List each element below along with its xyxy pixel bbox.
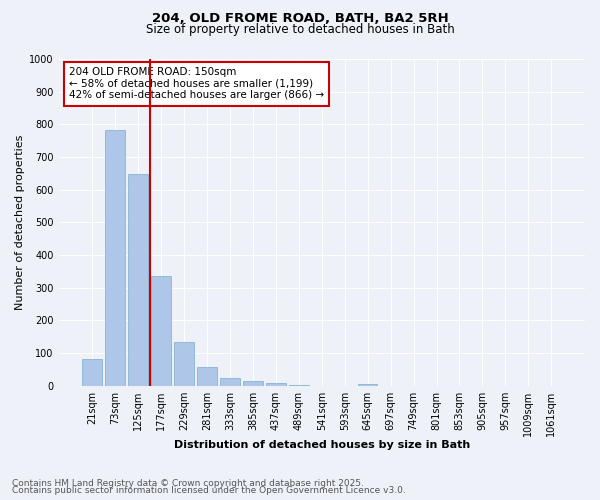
Bar	[82, 359, 102, 386]
Bar	[243, 381, 263, 386]
Bar	[106, 130, 125, 386]
Text: 204, OLD FROME ROAD, BATH, BA2 5RH: 204, OLD FROME ROAD, BATH, BA2 5RH	[152, 12, 448, 26]
Text: Contains public sector information licensed under the Open Government Licence v3: Contains public sector information licen…	[12, 486, 406, 495]
Bar	[266, 383, 286, 386]
Text: 204 OLD FROME ROAD: 150sqm
← 58% of detached houses are smaller (1,199)
42% of s: 204 OLD FROME ROAD: 150sqm ← 58% of deta…	[69, 67, 324, 100]
X-axis label: Distribution of detached houses by size in Bath: Distribution of detached houses by size …	[173, 440, 470, 450]
Bar	[220, 378, 239, 386]
Bar	[174, 342, 194, 386]
Bar	[197, 367, 217, 386]
Text: Size of property relative to detached houses in Bath: Size of property relative to detached ho…	[146, 24, 454, 36]
Bar	[289, 384, 308, 386]
Text: Contains HM Land Registry data © Crown copyright and database right 2025.: Contains HM Land Registry data © Crown c…	[12, 478, 364, 488]
Y-axis label: Number of detached properties: Number of detached properties	[15, 134, 25, 310]
Bar	[128, 174, 148, 386]
Bar	[151, 276, 171, 386]
Bar	[358, 384, 377, 386]
